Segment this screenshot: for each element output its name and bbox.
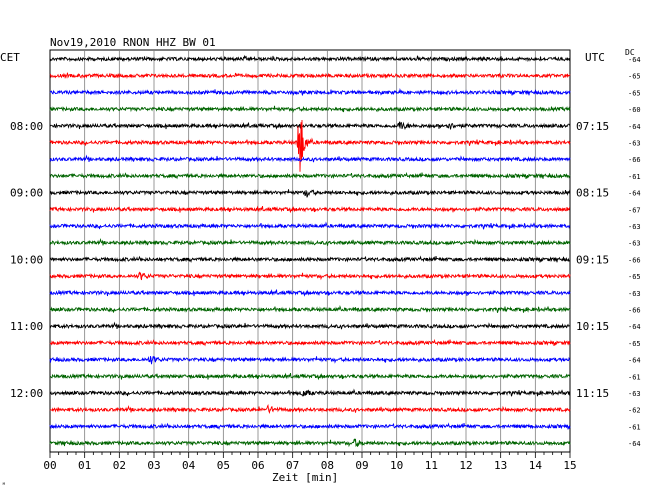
plot-grid [49,49,571,453]
left-hour-label: 12:00 [10,387,43,400]
seismic-trace [49,105,571,114]
seismic-trace [49,119,571,172]
seismic-trace [49,388,571,397]
x-tick-label: 02 [113,459,126,472]
dc-offset-label: -63 [628,240,641,248]
dc-offset-label: -62 [628,407,641,415]
dc-offset-label: -66 [628,156,641,164]
dc-offset-label: -64 [628,440,641,448]
x-tick-label: 10 [390,459,403,472]
dc-offset-label: -65 [628,340,641,348]
x-tick-label: 05 [217,459,230,472]
dc-offset-label: -65 [628,89,641,97]
dc-offset-label: -63 [628,290,641,298]
right-hour-label: 09:15 [576,253,609,266]
x-tick-label: 15 [563,459,576,472]
seismic-trace [49,403,571,415]
dc-offset-label: -66 [628,307,641,315]
seismic-trace [49,305,571,313]
corner-mark: ᴹ [2,482,6,489]
left-hour-label: 10:00 [10,253,43,266]
seismic-trace [49,54,571,63]
seismic-trace [49,87,571,96]
dc-offset-label: -61 [628,173,641,181]
x-tick-label: 08 [321,459,334,472]
dc-header-label: DC [625,48,635,57]
seismic-trace [49,438,571,448]
left-hour-label: 08:00 [10,120,43,133]
seismic-trace [49,171,571,180]
dc-offset-label: -63 [628,140,641,148]
trace-group [49,54,571,448]
dc-offset-label: -60 [628,106,641,114]
dc-offset-label: -63 [628,390,641,398]
dc-offset-label: -64 [628,357,641,365]
dc-offset-label: -67 [628,206,641,214]
right-timezone-label: UTC [585,51,605,64]
x-tick-label: 12 [459,459,472,472]
left-timezone-label: CET [0,51,20,64]
seismic-trace [49,221,571,230]
dc-offset-label: -61 [628,423,641,431]
dc-offset-label: -63 [628,223,641,231]
seismic-trace [49,321,571,330]
dc-offset-label: -64 [628,323,641,331]
x-tick-label: 04 [182,459,196,472]
right-hour-label: 11:15 [576,387,609,400]
seismic-trace [49,121,571,130]
seismic-trace [49,271,571,281]
seismic-trace [49,422,571,430]
x-tick-label: 09 [355,459,368,472]
x-tick-label: 07 [286,459,299,472]
right-hour-label: 07:15 [576,120,609,133]
seismic-trace [49,154,571,163]
x-tick-label: 06 [251,459,264,472]
dc-offset-label: -65 [628,73,641,81]
x-tick-label: 11 [425,459,438,472]
x-tick-label: 14 [529,459,543,472]
x-axis: 00 01 02 03 04 05 06 07 08 09 10 11 12 13 14 15 [43,452,577,472]
seismic-trace [49,238,571,247]
left-hour-label: 09:00 [10,187,43,200]
seismic-trace [49,72,571,80]
dc-offset-label: -66 [628,256,641,264]
x-tick-label: 00 [43,459,56,472]
x-tick-label: 01 [78,459,91,472]
x-tick-label: 03 [147,459,160,472]
right-hour-label: 08:15 [576,187,609,200]
dc-offset-label: -65 [628,273,641,281]
dc-offset-label: -61 [628,373,641,381]
seismic-trace [49,338,571,347]
chart-title: Nov19,2010 RNON HHZ BW 01 [50,36,216,49]
right-hour-label: 10:15 [576,320,609,333]
dc-offset-label: -64 [628,190,641,198]
label-group: 08:00 09:00 10:00 11:00 12:00 07:15 08:15 09:15… [10,56,641,448]
seismic-trace [49,289,571,297]
dc-offset-label: -64 [628,56,641,64]
seismic-trace [49,189,571,198]
seismic-trace [49,205,570,214]
dc-offset-label: -64 [628,123,641,131]
seismic-trace [49,372,571,381]
left-hour-label: 11:00 [10,320,43,333]
seismic-trace [49,355,571,365]
seismic-trace [50,255,571,263]
x-axis-label: Zeit [min] [272,471,338,484]
x-tick-label: 13 [494,459,507,472]
